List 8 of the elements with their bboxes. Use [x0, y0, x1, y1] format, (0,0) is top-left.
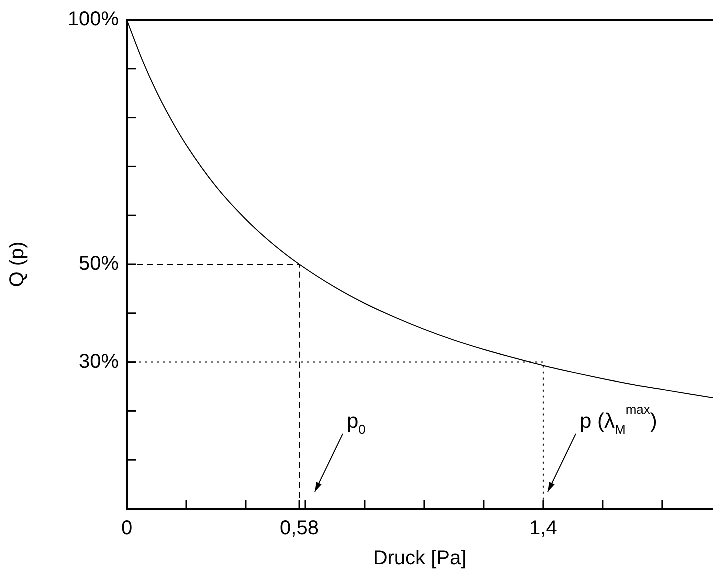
- y-tick-label: 100%: [68, 8, 120, 31]
- x-tick-label: 0: [121, 518, 133, 540]
- x-axis-title: Druck [Pa]: [373, 548, 467, 570]
- x-tick-label: 1,4: [530, 518, 558, 540]
- y-axis-title: Q (p): [6, 242, 29, 288]
- y-tick-label: 50%: [78, 253, 120, 276]
- y-tick-label: 30%: [78, 350, 120, 373]
- x-tick-label: 0,58: [280, 518, 319, 540]
